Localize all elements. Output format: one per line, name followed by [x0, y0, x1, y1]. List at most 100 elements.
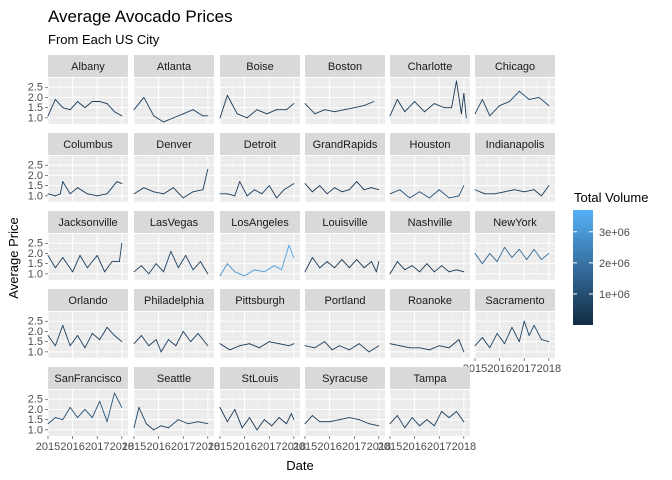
price-line-segment: [399, 345, 411, 349]
price-line-segment: [283, 183, 295, 191]
price-line-segment: [106, 103, 115, 113]
price-line-segment: [499, 101, 510, 107]
price-line-segment: [177, 255, 187, 269]
price-line-segment: [59, 181, 64, 195]
facet-strip-label: Portland: [325, 295, 366, 307]
panel-background: [220, 390, 300, 436]
panel-background: [48, 156, 128, 202]
price-line-segment: [458, 339, 465, 353]
price-line-segment: [153, 191, 164, 195]
price-line-segment: [334, 109, 345, 113]
facet-strip-label: Detroit: [244, 139, 276, 151]
x-tick-label: 2016: [60, 441, 84, 453]
price-line-segment: [273, 265, 282, 271]
legend-tick-label: 3e+06: [599, 227, 630, 239]
panel-background: [305, 156, 385, 202]
facet-strip: [48, 55, 128, 77]
price-line-segment: [226, 193, 236, 197]
price-line-segment: [433, 265, 443, 273]
price-line-segment: [69, 101, 78, 111]
price-line-segment: [143, 96, 155, 117]
panel-background: [475, 312, 555, 358]
x-tick-label: 2015: [208, 441, 232, 453]
facet-strip-label: Pittsburgh: [235, 295, 285, 307]
facet-strip-label: Seattle: [157, 373, 191, 385]
price-line-segment: [404, 417, 413, 429]
price-line-segment: [160, 425, 169, 429]
price-line-segment: [456, 411, 465, 423]
price-line-segment: [202, 168, 209, 191]
price-line-segment: [62, 257, 74, 273]
x-tick-label: 2017: [342, 441, 366, 453]
price-line-segment: [314, 109, 326, 115]
x-tick-label: 2015: [36, 441, 60, 453]
price-line-segment: [246, 109, 258, 119]
price-line-segment: [143, 187, 155, 193]
price-line-segment: [114, 335, 123, 343]
price-line-segment: [481, 99, 491, 117]
price-line-segment: [448, 411, 457, 419]
price-line-segment: [54, 257, 64, 269]
price-line-segment: [69, 335, 78, 347]
price-line-segment: [513, 189, 525, 193]
price-line-segment: [172, 187, 184, 199]
facet-strip-label: Boise: [246, 61, 274, 73]
facet-strip-label: Roanoke: [408, 295, 452, 307]
price-line-segment: [396, 261, 406, 271]
price-line-segment: [424, 103, 435, 113]
price-line-segment: [288, 244, 295, 258]
price-line-segment: [47, 417, 56, 425]
price-line-segment: [133, 265, 142, 273]
panel-background: [305, 234, 385, 280]
price-line-segment: [426, 419, 435, 427]
facet-strip-label: Orlando: [68, 295, 107, 307]
price-line-segment: [234, 271, 246, 277]
facet-strip: [475, 211, 555, 233]
price-line-segment: [244, 269, 255, 277]
x-tick-label: 2017: [257, 441, 281, 453]
price-line-segment: [348, 181, 358, 191]
price-line-segment: [375, 261, 380, 273]
price-line-segment: [236, 113, 248, 119]
facet-strip: [48, 367, 128, 389]
price-line-segment: [84, 408, 93, 419]
panel-background: [48, 312, 128, 358]
facet-louisville: Louisville: [304, 211, 385, 280]
price-line-segment: [168, 419, 179, 429]
price-line-segment: [311, 415, 321, 423]
price-line-segment: [258, 341, 270, 349]
price-line-segment: [106, 181, 118, 195]
facet-houston: Houston: [389, 133, 470, 202]
price-line-segment: [389, 415, 398, 425]
panel-background: [134, 78, 214, 124]
x-tick-label: 2018: [452, 441, 476, 453]
price-line-segment: [219, 406, 228, 423]
facet-denver: Denver: [133, 133, 214, 202]
price-line-segment: [254, 189, 263, 195]
price-line-segment: [77, 101, 86, 109]
price-line-segment: [153, 115, 164, 123]
price-line-segment: [54, 324, 64, 347]
price-line-segment: [256, 109, 268, 115]
price-line-segment: [396, 99, 406, 113]
y-tick-label: 1.0: [28, 190, 43, 202]
price-line-segment: [234, 408, 243, 429]
y-tick-label: 1.0: [28, 268, 43, 280]
price-line-segment: [278, 417, 287, 425]
price-line-segment: [54, 99, 64, 109]
chart-subtitle: From Each US City: [48, 32, 160, 47]
price-line-segment: [304, 345, 316, 349]
x-tick-label: 2018: [537, 363, 561, 375]
price-line-segment: [197, 421, 209, 425]
price-line-segment: [77, 408, 86, 419]
price-line-segment: [456, 269, 465, 273]
price-line-segment: [489, 252, 498, 263]
facet-strip-label: NewYork: [493, 217, 537, 229]
price-line-segment: [433, 411, 443, 427]
x-tick-label: 2016: [487, 363, 511, 375]
facet-nashville: Nashville: [389, 211, 470, 280]
facet-indianapolis: Indianapolis: [474, 133, 555, 202]
price-line-segment: [133, 335, 142, 345]
facet-chicago: Chicago: [474, 55, 555, 124]
